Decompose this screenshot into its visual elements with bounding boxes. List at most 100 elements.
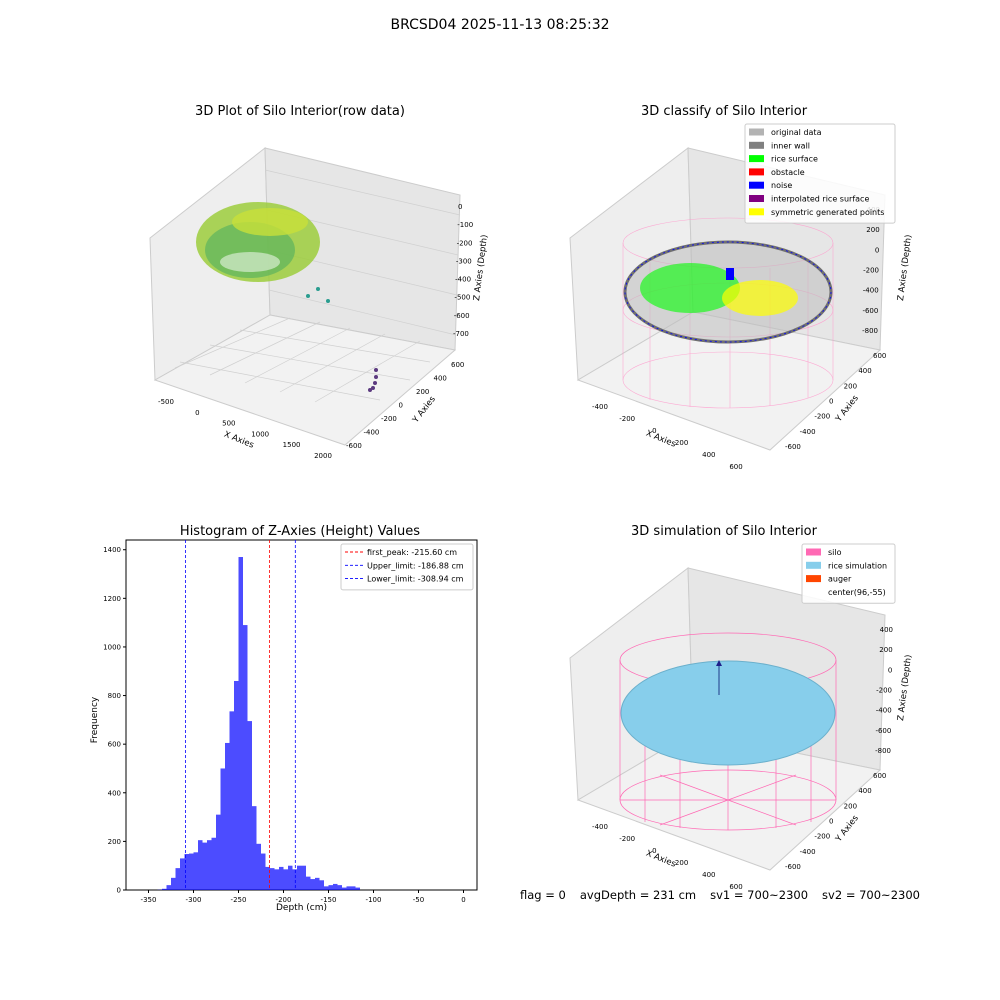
raw-z-tick-label: -200 [457, 239, 473, 247]
legend-swatch [749, 168, 764, 176]
classify-y-tick-label: 600 [873, 352, 886, 360]
histogram-title: Histogram of Z-Axies (Height) Values [179, 524, 421, 539]
legend-swatch [749, 181, 764, 189]
y-tick-label: 1400 [103, 546, 121, 554]
legend-label: Lower_limit: -308.94 cm [367, 575, 464, 584]
legend-label: noise [771, 181, 792, 190]
sim-floor-pane [576, 731, 882, 871]
classify-y-tick-label: 400 [858, 367, 871, 375]
raw-x-tick-label: 500 [222, 420, 235, 428]
y-tick-label: 1200 [103, 595, 121, 603]
raw-x-tick-label: 0 [195, 409, 199, 417]
raw-z-axis-label: Z Axies (Depth) [472, 234, 490, 301]
sim-x-tick-label: -400 [592, 823, 608, 831]
raw-y-tick-label: -400 [364, 429, 380, 437]
histogram-bar [198, 840, 203, 890]
x-tick-label: -150 [321, 896, 337, 904]
raw-z-tick-label: -100 [457, 221, 473, 229]
sim-x-axis-label: X Axies [644, 849, 677, 870]
histogram-bar [189, 853, 194, 890]
raw-z-tick-label: 0 [458, 203, 462, 211]
sv2-text: sv2 = 700~2300 [822, 888, 920, 902]
raw-z-tick-label: -400 [455, 276, 471, 284]
legend-swatch [806, 548, 821, 556]
y-tick-label: 1000 [103, 643, 121, 651]
sim-rice-surface [620, 660, 836, 766]
histogram-bar [324, 886, 329, 890]
histogram-bar [247, 721, 252, 890]
legend-swatch [749, 155, 764, 163]
sim-z-tick-label: -200 [876, 687, 892, 695]
x-tick-label: -300 [186, 896, 202, 904]
raw-z-tick-label: -500 [454, 294, 470, 302]
raw-y-tick-label: 600 [451, 361, 464, 369]
histogram-ticks: -350 -300 -250 -200 -150 -100 -50 0 0 200 400 600 80… [103, 546, 466, 904]
sim-z-tick-label: 400 [880, 626, 893, 634]
histogram-bar [274, 869, 279, 890]
legend-label: interpolated rice surface [771, 195, 869, 204]
sv1-text: sv1 = 700~2300 [710, 888, 809, 902]
sim-y-tick-label: 400 [858, 787, 871, 795]
histogram-bar [355, 887, 360, 890]
legend-swatch [806, 561, 821, 569]
histogram-bar [319, 880, 324, 890]
x-tick-label: -350 [141, 896, 157, 904]
histogram-bar [216, 814, 221, 890]
raw-grid-lines [174, 169, 461, 403]
sim-y-axis-label: Y Axies [833, 813, 861, 845]
y-tick-label: 800 [108, 692, 121, 700]
legend-swatch [749, 208, 764, 216]
histogram-bar [292, 869, 297, 890]
sim-z-tick-label: -400 [876, 707, 892, 715]
y-tick-label: 0 [117, 887, 121, 895]
sim-z-tick-label: -800 [875, 747, 891, 755]
raw-x-tick-label: 2000 [314, 452, 332, 460]
legend-label: original data [771, 128, 822, 137]
raw-x-tick-label: 1500 [283, 441, 301, 449]
legend-label: inner wall [771, 141, 810, 150]
histogram-bar [252, 806, 257, 890]
histogram-bar [265, 866, 270, 890]
histogram-bar [288, 865, 293, 890]
classify-z-axis-label: Z Axies (Depth) [896, 234, 914, 301]
histogram-bar [166, 885, 171, 890]
classify-x-tick-label: 0 [652, 427, 656, 435]
histogram-bar [234, 680, 239, 890]
y-tick-label: 200 [108, 838, 121, 846]
histogram-bar [297, 865, 302, 890]
legend-swatch [749, 141, 764, 149]
histogram-bar [333, 883, 338, 890]
classify-z-tick-label: 200 [866, 226, 879, 234]
x-tick-label: -250 [231, 896, 247, 904]
classify-z-tick-label: -200 [863, 267, 879, 275]
histogram-ylabel: Frequency [90, 696, 100, 744]
sim-y-tick-label: 200 [844, 802, 857, 810]
classify-symmetric-points [722, 280, 798, 316]
histogram-bar [346, 886, 351, 890]
classify-x-axis-label: X Axies [644, 429, 677, 450]
histogram-frame [125, 539, 478, 891]
sim-z-tick-label: 0 [888, 666, 892, 674]
legend-swatch [749, 128, 764, 136]
classify-x-tick-label: 600 [729, 463, 742, 471]
histogram-bar [351, 886, 356, 890]
legend-label: obstacle [771, 168, 805, 177]
sim-z-axis-label: Z Axies (Depth) [896, 654, 914, 721]
avg-depth-text: avgDepth = 231 cm [579, 888, 697, 902]
classify-y-axis-label: Y Axies [833, 393, 861, 425]
x-tick-label: -200 [276, 896, 292, 904]
legend-label: auger [828, 575, 852, 584]
histogram-reference-lines [185, 540, 296, 890]
histogram-bar [342, 887, 347, 890]
classify-rice-surface [640, 263, 740, 313]
histogram-bar [171, 877, 176, 890]
histogram-bar [315, 877, 320, 890]
histogram-bar [243, 625, 248, 890]
raw-y-tick-label: -200 [381, 415, 397, 423]
x-tick-label: -100 [366, 896, 382, 904]
sim-z-tick-label: 200 [879, 646, 892, 654]
sim-y-tick-label: -400 [800, 848, 816, 856]
legend-box [340, 543, 474, 591]
classify-floor-pane [576, 311, 882, 451]
